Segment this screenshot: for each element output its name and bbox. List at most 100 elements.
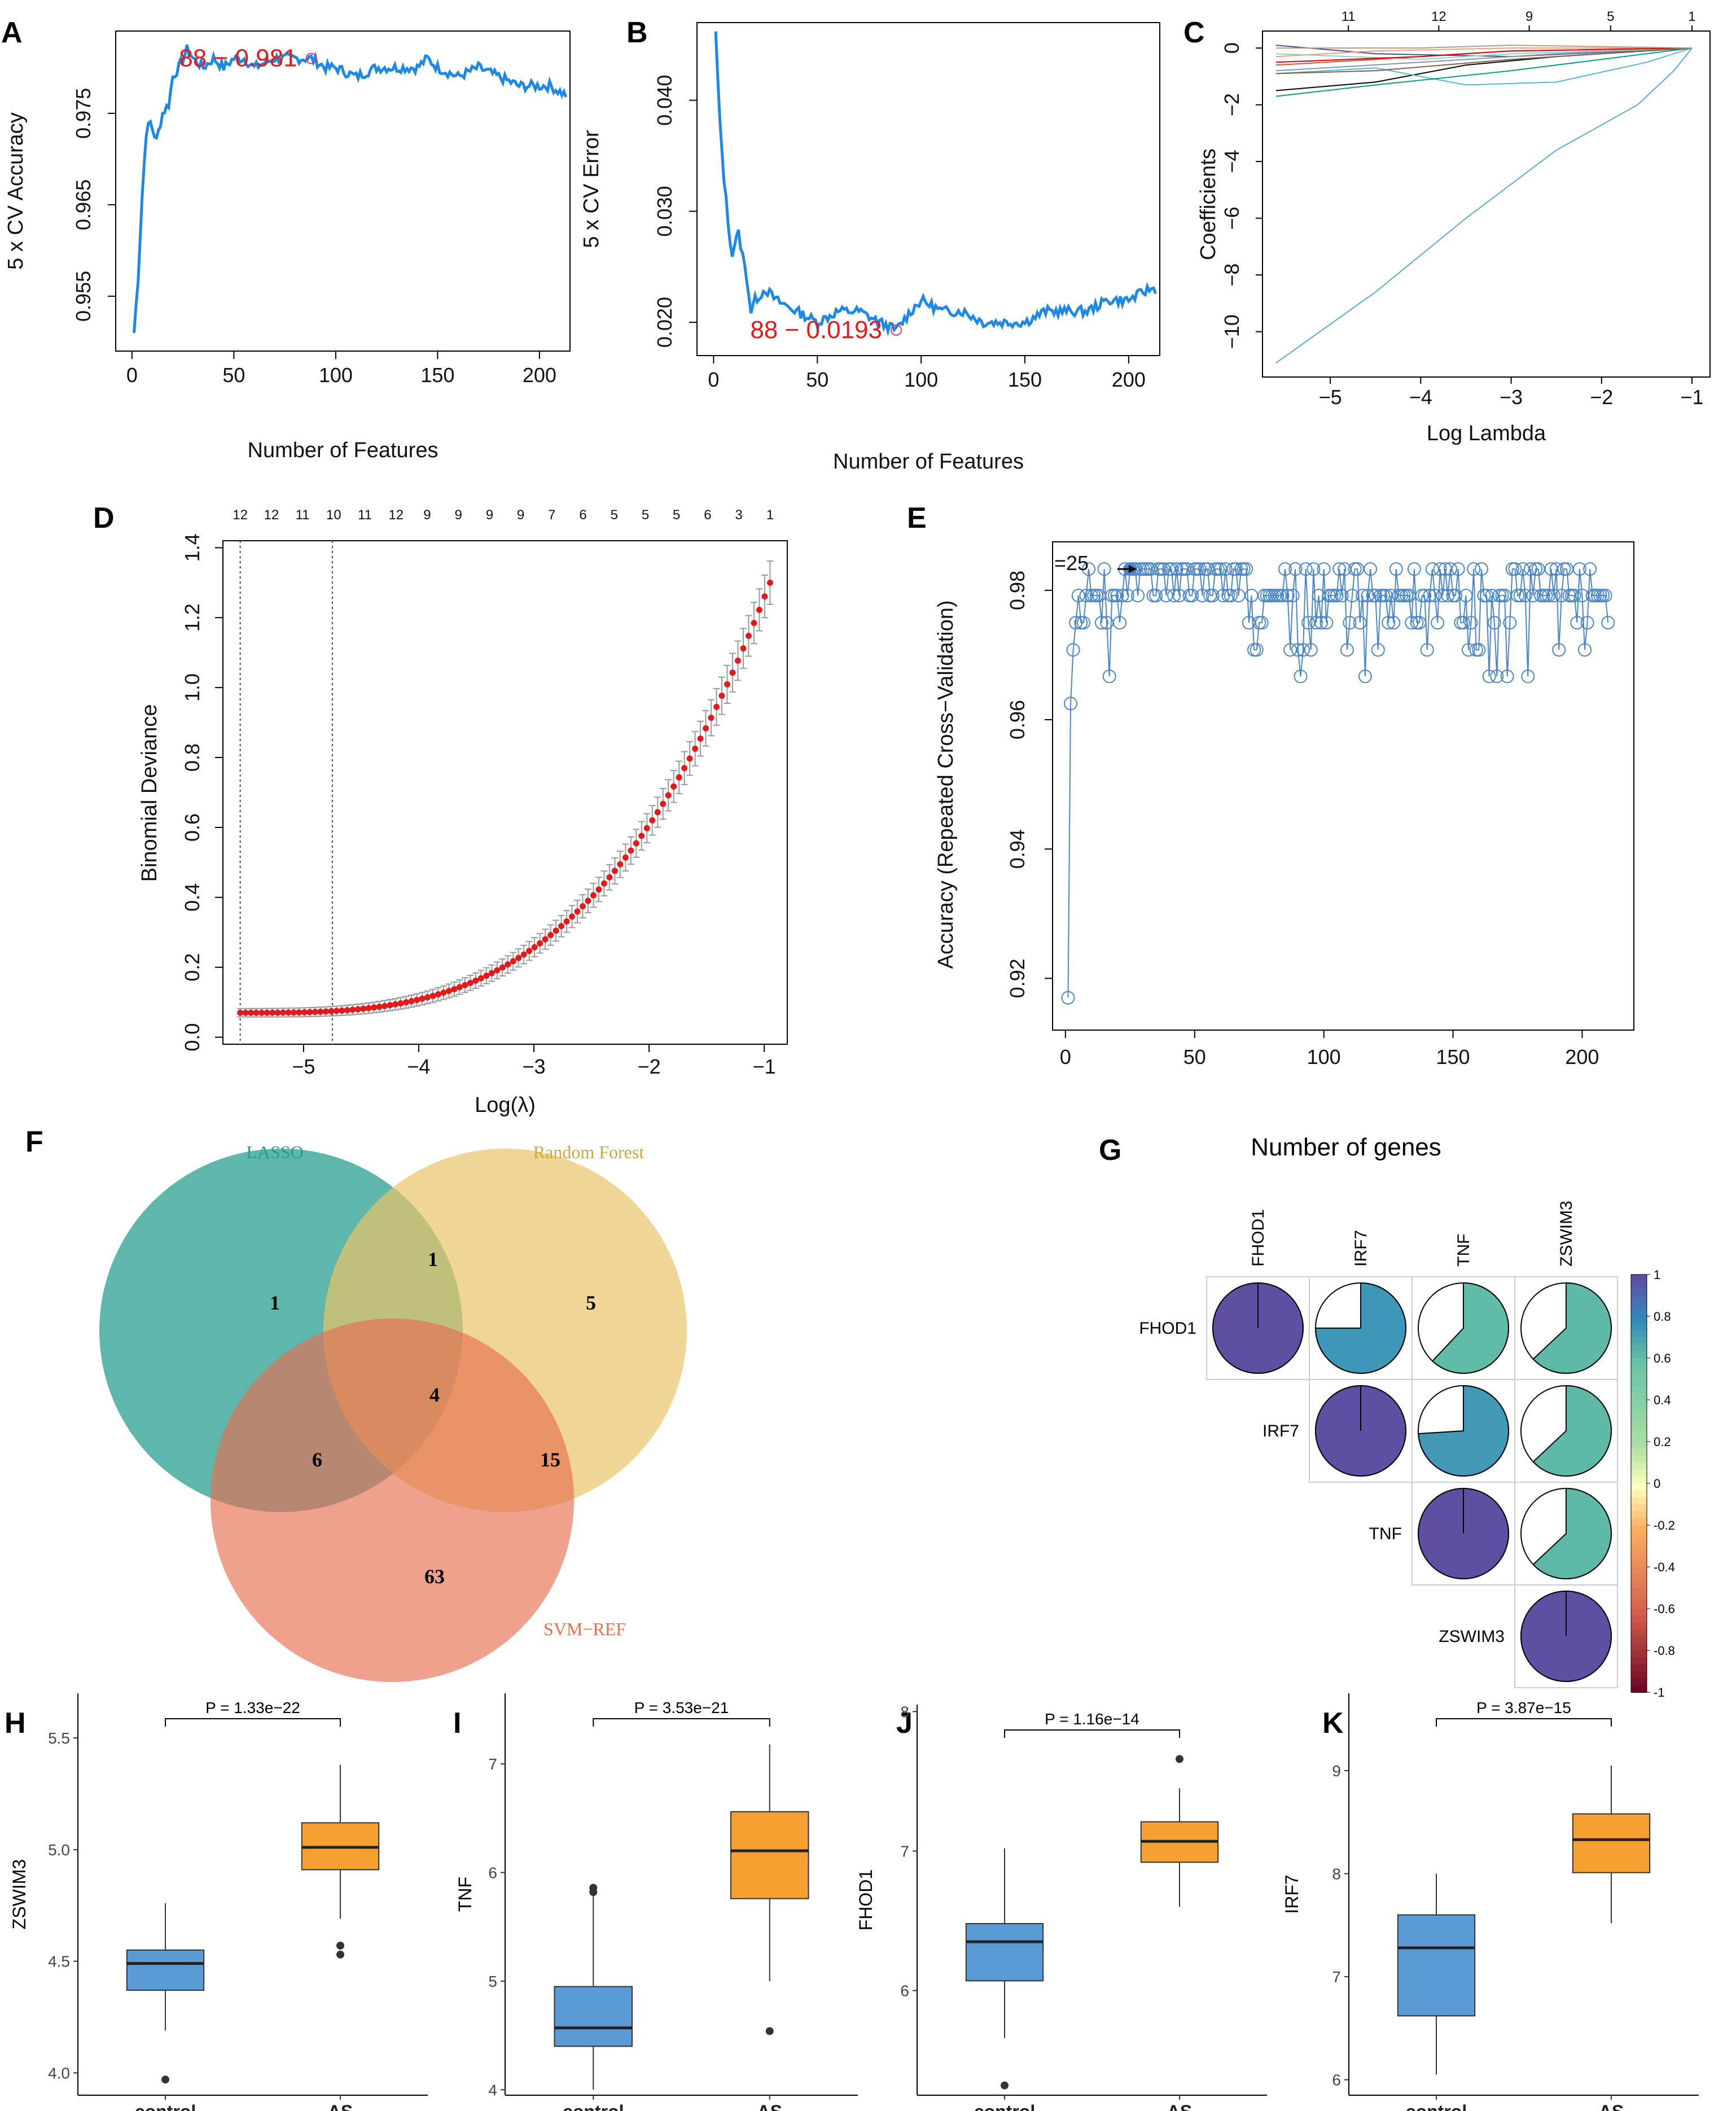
y-tick-label: 8 <box>900 1703 909 1720</box>
y-tick-label: 9 <box>1332 1762 1341 1780</box>
coefficient-path-11 <box>1275 47 1693 75</box>
deviance-point <box>606 874 613 881</box>
deviance-point <box>654 809 661 816</box>
deviance-point <box>686 755 693 762</box>
y-axis-title: TNF <box>455 1877 475 1912</box>
best-point-marker <box>891 324 902 336</box>
plot-frame <box>1262 30 1711 378</box>
coefficient-path-1 <box>1275 47 1693 363</box>
x-axis-title: Number of Features <box>248 439 439 462</box>
top-tick-label: 11 <box>296 507 310 523</box>
coefficient-path-5 <box>1275 47 1693 97</box>
accuracy-point <box>1371 643 1385 657</box>
y-tick-label: 0.96 <box>1006 700 1029 739</box>
x-tick-label: 150 <box>420 363 454 387</box>
y-tick-label: 0.98 <box>1006 571 1029 610</box>
deviance-point <box>472 977 479 984</box>
plot-frame <box>222 540 788 1045</box>
y-tick-label: 1.2 <box>181 603 204 632</box>
x-tick-label-control: control <box>135 2101 196 2111</box>
colorbar-segment <box>1631 1588 1647 1596</box>
y-tick-label: 0.0 <box>181 1023 204 1052</box>
accuracy-point <box>1451 562 1465 576</box>
y-tick-label: 0.955 <box>72 271 95 322</box>
x-tick-label: 150 <box>1008 368 1042 391</box>
deviance-point <box>665 792 672 799</box>
top-tick-label: 3 <box>735 507 742 523</box>
deviance-point <box>414 997 420 1004</box>
x-tick-label: −1 <box>753 1055 776 1078</box>
matrix-cell <box>1514 1584 1618 1688</box>
x-tick-label: −3 <box>522 1055 545 1078</box>
deviance-point <box>515 954 522 961</box>
deviance-point <box>387 1002 393 1009</box>
deviance-point <box>718 693 725 699</box>
column-label-tnf: TNF <box>1454 1234 1473 1267</box>
top-tick-label: 5 <box>673 507 680 523</box>
deviance-point <box>676 774 682 781</box>
deviance-point <box>628 847 634 854</box>
plot-frame <box>696 22 1160 356</box>
annotation-arrowhead <box>1129 565 1137 573</box>
x-tick-label: 200 <box>1565 1045 1599 1068</box>
accuracy-point <box>1224 589 1238 603</box>
colorbar-segment <box>1631 1295 1647 1303</box>
accuracy-point <box>1389 562 1403 576</box>
outlier-point <box>765 2027 774 2035</box>
accuracy-point <box>1169 562 1183 576</box>
panel-letter-f: F <box>25 1125 43 1158</box>
colorbar-tick-label: -0.8 <box>1654 1644 1675 1658</box>
deviance-point <box>365 1005 372 1011</box>
panel-b-rfe-error: 88 − 0.0193 0 50 100 150 200 0.020 0.030 0.040 Nu… <box>580 22 1160 474</box>
coefficient-path-10 <box>1275 47 1693 63</box>
box-control <box>126 1949 205 1991</box>
y-tick-label: 7 <box>1332 1968 1341 1986</box>
deviance-point <box>317 1008 324 1015</box>
x-tick-label: −4 <box>407 1055 430 1078</box>
x-tick-label-as: AS <box>1599 2101 1624 2111</box>
accuracy-point <box>1441 589 1455 603</box>
accuracy-point <box>1205 589 1220 603</box>
y-tick-label: 6 <box>900 1982 909 2000</box>
accuracy-point <box>1431 616 1445 630</box>
x-tick-label-as: AS <box>1167 2101 1192 2111</box>
deviance-point <box>264 1009 270 1016</box>
panel-f-venn: LASSO Random Forest SVM−REF 1 5 63 1 6 1… <box>99 1142 687 1682</box>
accuracy-point <box>1601 616 1615 630</box>
top-tick-label: 9 <box>486 507 493 523</box>
colorbar-segment <box>1631 1657 1647 1665</box>
top-tick-label: 10 <box>326 507 341 523</box>
column-label-irf7: IRF7 <box>1352 1230 1370 1267</box>
x-axis-title: Number of Features <box>833 450 1024 474</box>
y-tick-label: 4 <box>488 2081 497 2099</box>
deviance-point <box>751 620 757 627</box>
accuracy-point <box>1076 616 1090 630</box>
colorbar-segment <box>1631 1413 1647 1421</box>
colorbar-segment <box>1631 1281 1647 1289</box>
deviance-point <box>590 892 597 899</box>
accuracy-point <box>1578 643 1592 657</box>
accuracy-point <box>1490 669 1504 684</box>
accuracy-point <box>1061 991 1075 1005</box>
deviance-point <box>312 1009 318 1015</box>
accuracy-point <box>1364 562 1378 576</box>
colorbar-segment <box>1631 1622 1647 1630</box>
deviance-point <box>633 840 639 847</box>
deviance-point <box>761 593 768 600</box>
y-tick-label: 5 <box>488 1973 497 1990</box>
top-tick-label: 1 <box>1688 9 1695 24</box>
outlier-point <box>336 1950 344 1959</box>
colorbar-segment <box>1631 1504 1647 1512</box>
plot-frame <box>115 30 571 352</box>
colorbar-tick-label: 0 <box>1654 1477 1660 1491</box>
x-tick-label: −5 <box>292 1055 315 1078</box>
accuracy-point <box>1598 589 1612 603</box>
accuracy-point <box>1474 562 1488 576</box>
panel-a-rfe-accuracy: 88 − 0.981 0 50 100 150 200 0.955 0.965 0.975 Num… <box>4 30 571 462</box>
top-tick-label: 11 <box>358 507 372 523</box>
deviance-point <box>692 745 699 752</box>
colorbar-segment <box>1631 1275 1647 1282</box>
x-tick-label: 200 <box>1112 368 1146 391</box>
pie-slice <box>1431 1282 1509 1374</box>
y-tick-label: 0.94 <box>1006 829 1029 869</box>
